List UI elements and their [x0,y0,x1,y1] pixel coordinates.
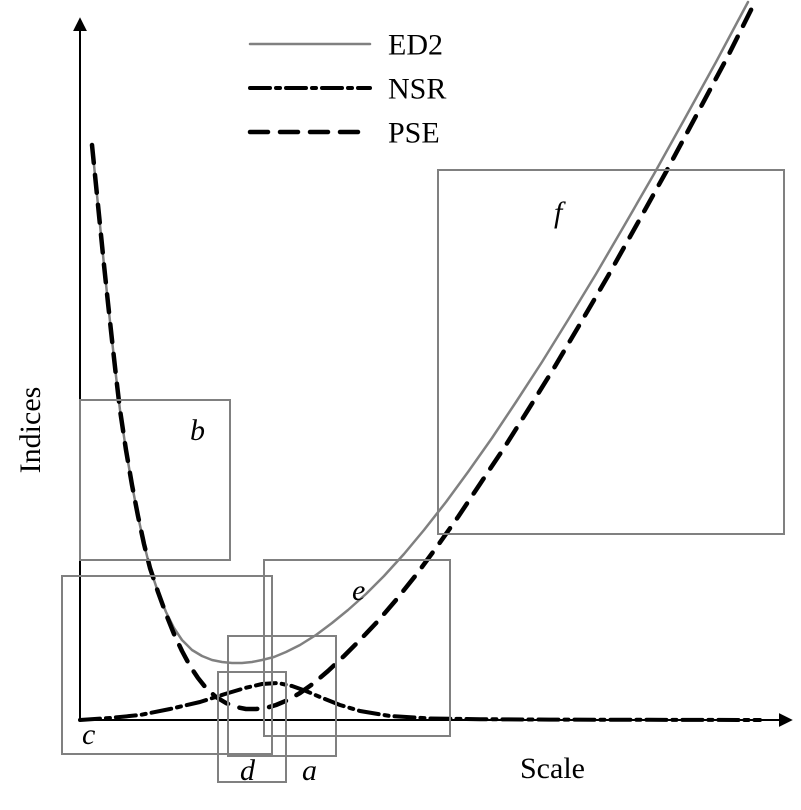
region-label-b: b [190,414,205,447]
region-label-e: e [352,574,365,607]
legend-label-pse: PSE [388,117,440,150]
region-label-d: d [240,754,256,787]
region-label-c: c [82,718,95,751]
legend-label-ed2: ED2 [388,29,443,62]
indices-vs-scale-chart: ScaleIndicesabcdefED2NSRPSE [0,0,801,810]
y-axis-label: Indices [14,387,47,474]
legend-label-nsr: NSR [388,73,446,106]
region-label-a: a [302,754,317,787]
x-axis-label: Scale [520,752,585,785]
